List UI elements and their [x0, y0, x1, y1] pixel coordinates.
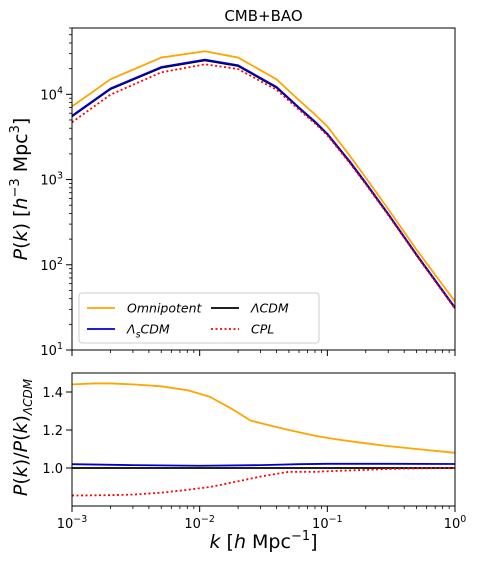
- x-tick-label: 10−2: [184, 514, 215, 532]
- x-tick-label: 10−1: [312, 514, 343, 532]
- ratio-line-omnipotent: [71, 382, 456, 454]
- legend-box: [78, 292, 320, 344]
- top-axes-frame: [71, 27, 456, 351]
- y-tick-label: 104: [40, 85, 63, 103]
- ratio-line-scdm: [71, 462, 456, 467]
- y-tick-label: 1.0: [42, 462, 63, 477]
- chart-title: CMB+BAO: [224, 7, 302, 25]
- series-line-scdm: [71, 58, 456, 309]
- y-tick-label: 1.4: [42, 386, 63, 401]
- ratio-line-cpl: [71, 467, 456, 497]
- x-tick-label: 100: [444, 514, 467, 532]
- y-tick-label: 101: [40, 341, 63, 359]
- legend: Omnipotent ΛCDM ΛsCDM CPL: [78, 292, 320, 344]
- series-line-omnipotent: [71, 50, 456, 303]
- legend-label: Omnipotent: [127, 301, 203, 316]
- ratio-axes-frame: [71, 372, 456, 507]
- ratio-panel: 10−3 10−2 10−1 100 1.0 1.2 1.4 k [h Mpc−1] P(k)/…: [10, 372, 467, 553]
- y-axis-label: P(k) [h−3 Mpc3]: [8, 118, 32, 261]
- legend-label: ΛCDM: [250, 301, 289, 316]
- series-line-cdm: [71, 59, 456, 309]
- ratio-y-axis-label: P(k)/P(k)ΛCDM: [10, 378, 35, 496]
- y-tick-label: 102: [40, 256, 63, 274]
- x-axis-label: k [h Mpc−1]: [209, 529, 317, 553]
- legend-label: CPL: [251, 322, 274, 337]
- y-tick-label: 103: [40, 171, 63, 189]
- series-line-cpl: [71, 63, 456, 310]
- legend-label: ΛsCDM: [126, 322, 170, 341]
- x-tick-label: 10−3: [57, 514, 88, 532]
- top-panel: 101 102 103 104 CMB+BAO P(k) [h−3 Mpc3]: [8, 7, 456, 359]
- y-tick-label: 1.2: [42, 424, 63, 439]
